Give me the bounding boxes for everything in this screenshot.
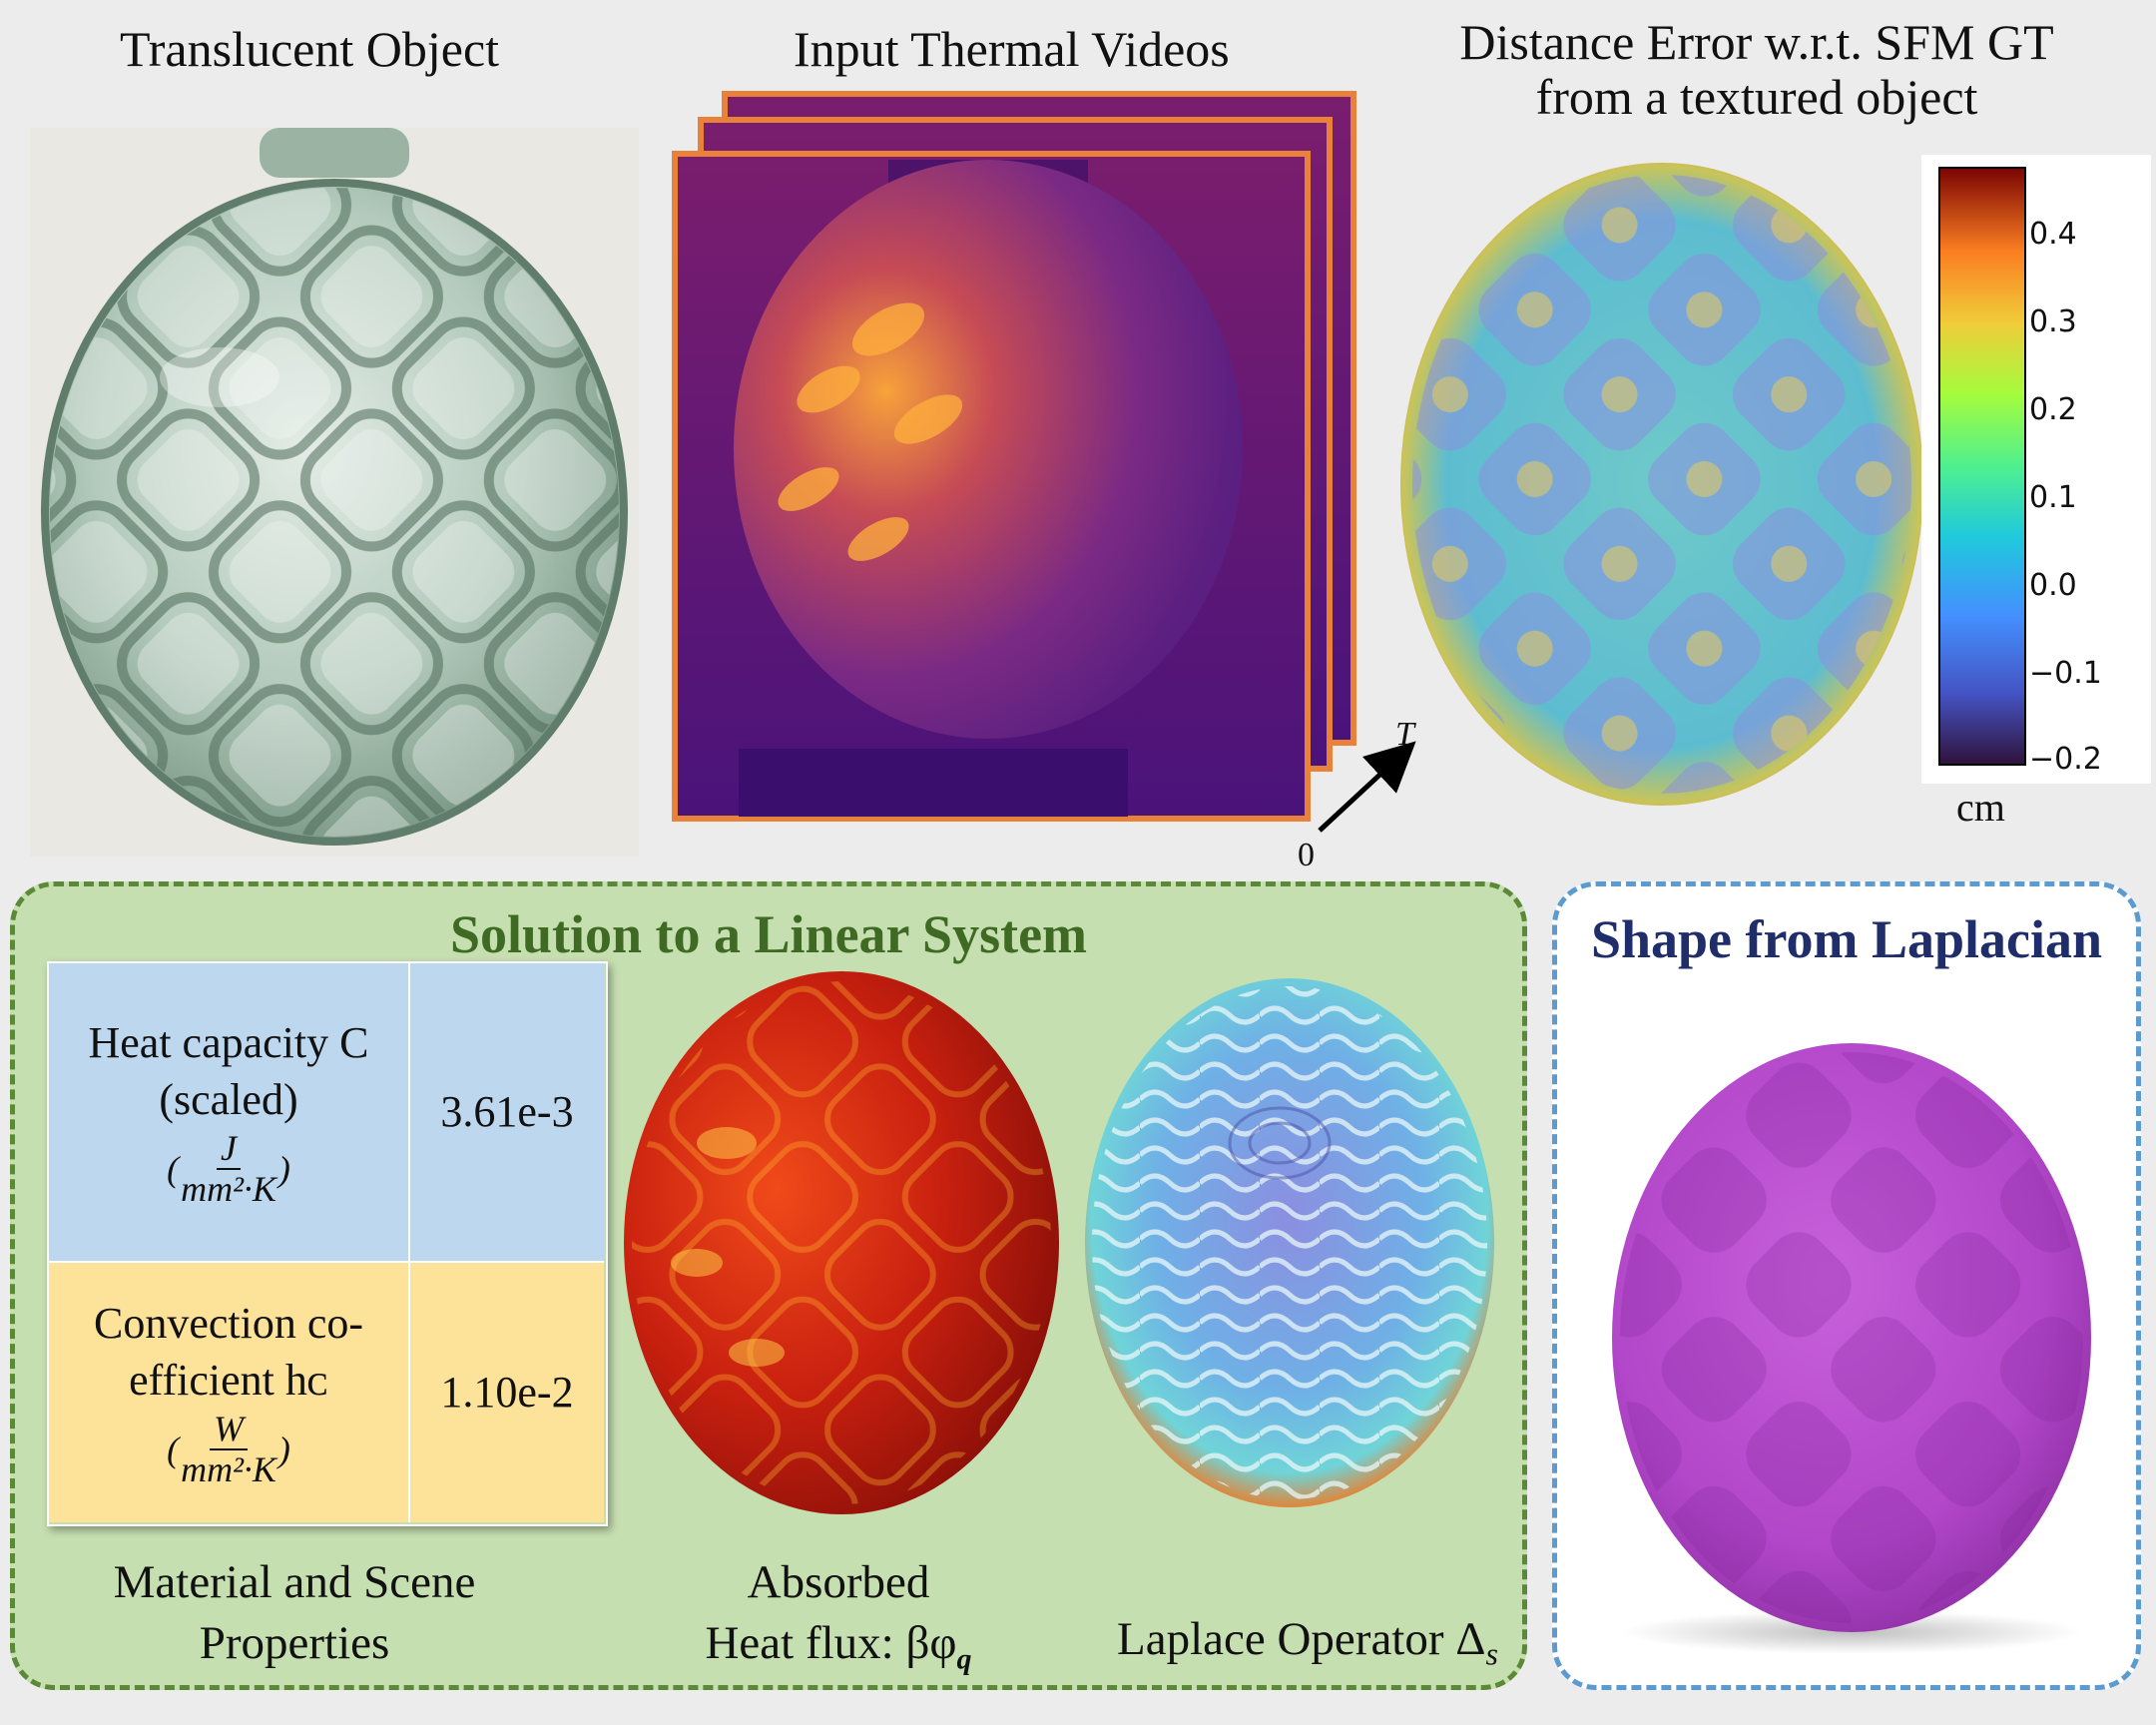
heat-flux-map bbox=[617, 963, 1066, 1522]
distance-error-title: Distance Error w.r.t. SFM GT from a text… bbox=[1437, 15, 2076, 125]
material-caption: Material and Scene Properties bbox=[40, 1552, 549, 1674]
convection-unit-numerator: W bbox=[210, 1409, 248, 1451]
distance-error-title-line1: Distance Error w.r.t. SFM GT bbox=[1459, 14, 2054, 70]
colorbar-tick-5: −0.1 bbox=[2029, 656, 2102, 691]
shape-from-laplacian-title: Shape from Laplacian bbox=[1590, 909, 2103, 969]
convection-label: Convection co- bbox=[93, 1299, 364, 1349]
heat-capacity-value-cell: 3.61e-3 bbox=[410, 963, 604, 1263]
time-axis-end: T bbox=[1395, 716, 1414, 753]
distance-error-map bbox=[1392, 150, 1931, 809]
colorbar-tick-0: 0.4 bbox=[2029, 217, 2077, 252]
distance-error-title-line2: from a textured object bbox=[1535, 69, 1978, 125]
colorbar-tick-3: 0.1 bbox=[2029, 480, 2077, 515]
colorbar-tick-4: 0.0 bbox=[2029, 568, 2077, 603]
absorbed-caption: Absorbed Heat flux: βφq bbox=[619, 1552, 1058, 1678]
laplace-caption-subscript: s bbox=[1485, 1635, 1498, 1672]
heat-capacity-unit-numerator: J bbox=[217, 1128, 241, 1171]
time-axis-start: 0 bbox=[1298, 837, 1315, 873]
convection-value: 1.10e-2 bbox=[440, 1368, 574, 1418]
heat-capacity-label: Heat capacity C bbox=[88, 1018, 369, 1068]
thermal-frames-stack bbox=[669, 90, 1367, 829]
reconstructed-shape bbox=[1597, 1038, 2106, 1657]
absorbed-caption-line1: Absorbed bbox=[747, 1556, 930, 1608]
material-caption-line2: Properties bbox=[199, 1617, 390, 1670]
colorbar-tick-6: −0.2 bbox=[2029, 742, 2102, 777]
translucent-object-title: Translucent Object bbox=[120, 21, 500, 77]
convection-value-cell: 1.10e-2 bbox=[410, 1263, 604, 1522]
laplace-caption: Laplace Operator Δs bbox=[1073, 1609, 1542, 1675]
colorbar-tick-2: 0.2 bbox=[2029, 392, 2077, 427]
convection-unit-denominator: mm²·K bbox=[181, 1449, 276, 1490]
heat-capacity-value: 3.61e-3 bbox=[440, 1087, 574, 1137]
absorbed-caption-line2: Heat flux: βφq bbox=[619, 1613, 1058, 1678]
heat-capacity-unit-denominator: mm²·K bbox=[181, 1169, 276, 1210]
colorbar-tick-1: 0.3 bbox=[2029, 304, 2077, 339]
convection-label-2: efficient hᴄ bbox=[129, 1356, 328, 1406]
laplace-operator-map bbox=[1080, 973, 1499, 1512]
absorbed-caption-subscript: q bbox=[956, 1642, 972, 1676]
time-axis-arrow bbox=[1298, 719, 1437, 878]
thermal-videos-title: Input Thermal Videos bbox=[794, 21, 1230, 77]
linear-system-title: Solution to a Linear System bbox=[449, 904, 1088, 964]
colorbar-gradient bbox=[1938, 167, 2026, 766]
colorbar-unit: cm bbox=[1956, 785, 2005, 830]
translucent-object-image bbox=[30, 128, 639, 857]
heat-capacity-scaled: (scaled) bbox=[159, 1075, 298, 1125]
laplace-caption-text: Laplace Operator Δ bbox=[1117, 1613, 1486, 1665]
material-caption-line1: Material and Scene bbox=[113, 1556, 476, 1608]
colorbar-panel: 0.4 0.3 0.2 0.1 0.0 −0.1 −0.2 bbox=[1921, 155, 2151, 784]
absorbed-caption-formula: Heat flux: βφ bbox=[705, 1617, 957, 1670]
